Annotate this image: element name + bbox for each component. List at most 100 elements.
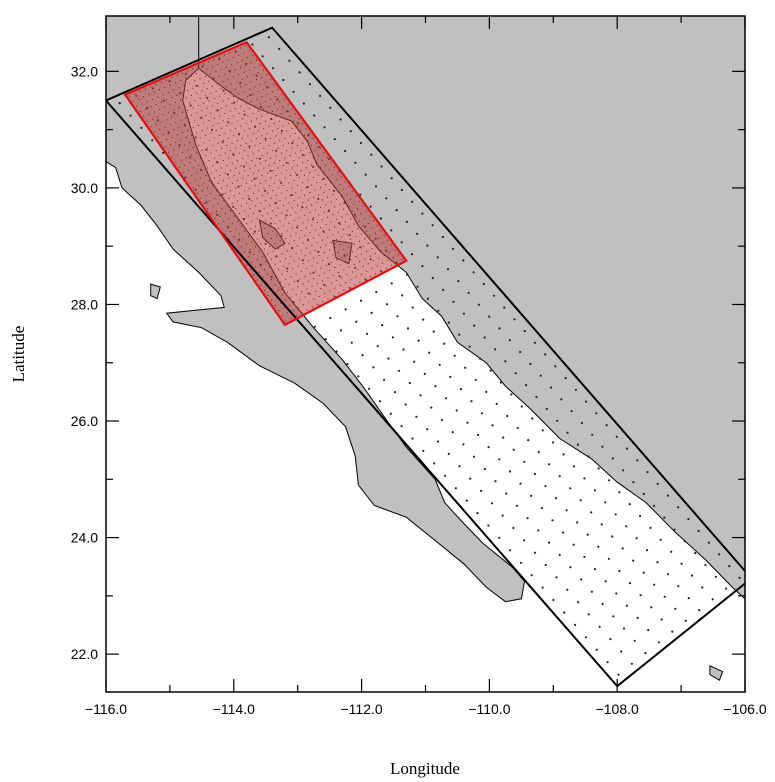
nested-grid-point	[208, 120, 210, 122]
nested-grid-point	[167, 111, 169, 113]
nested-grid-point	[187, 149, 189, 151]
nested-grid-point	[256, 279, 258, 281]
nested-grid-point	[274, 222, 276, 224]
grid-point	[380, 165, 383, 168]
nested-grid-point	[279, 179, 281, 182]
grid-point	[385, 303, 388, 306]
nested-grid-point	[247, 96, 249, 98]
nested-grid-point	[305, 227, 308, 229]
nested-grid-point	[343, 248, 345, 251]
nested-grid-point	[241, 118, 244, 120]
nested-grid-point	[284, 157, 286, 159]
grid-point	[498, 327, 501, 330]
nested-grid-point	[297, 306, 299, 309]
grid-point	[663, 595, 666, 598]
nested-grid-point	[182, 172, 184, 174]
grid-point	[372, 366, 375, 369]
grid-point	[614, 513, 617, 516]
nested-grid-point	[192, 127, 194, 129]
nested-grid-point	[272, 271, 274, 273]
grid-point	[701, 586, 704, 589]
nested-grid-point	[213, 117, 215, 119]
nested-grid-point	[224, 192, 226, 194]
nested-grid-point	[212, 144, 214, 147]
nested-grid-point	[228, 238, 230, 240]
nested-grid-point	[240, 246, 242, 248]
nested-grid-point	[305, 127, 307, 129]
grid-point	[313, 114, 316, 117]
nested-grid-point	[341, 277, 343, 279]
nested-grid-point	[173, 109, 175, 111]
nested-grid-point	[286, 209, 288, 212]
nested-grid-point	[245, 103, 247, 105]
nested-grid-point	[191, 174, 193, 176]
grid-point	[452, 300, 455, 303]
nested-grid-point	[371, 247, 373, 250]
grid-point	[473, 455, 476, 458]
nested-grid-point	[249, 147, 251, 149]
nested-grid-point	[307, 219, 309, 221]
nested-grid-point	[283, 245, 285, 247]
nested-grid-point	[247, 76, 249, 78]
grid-point	[541, 586, 544, 589]
nested-grid-point	[241, 78, 243, 81]
nested-grid-point	[351, 251, 354, 253]
nested-grid-point	[371, 227, 373, 229]
nested-grid-point	[231, 182, 233, 184]
grid-point	[416, 285, 419, 288]
nested-grid-point	[247, 155, 249, 157]
nested-grid-point	[329, 269, 331, 271]
nested-grid-point	[234, 127, 237, 129]
grid-point	[622, 469, 625, 472]
nested-grid-point	[166, 99, 168, 101]
nested-grid-point	[337, 191, 339, 193]
grid-point	[647, 629, 650, 632]
nested-grid-point	[353, 203, 355, 205]
grid-point	[477, 303, 480, 306]
nested-grid-point	[226, 225, 228, 227]
nested-grid-point	[222, 140, 224, 142]
nested-grid-point	[314, 270, 317, 272]
nested-grid-point	[141, 103, 143, 105]
grid-point	[533, 472, 537, 476]
nested-grid-point	[369, 275, 371, 277]
nested-grid-point	[199, 137, 201, 139]
grid-point	[374, 185, 378, 188]
nested-grid-point	[233, 95, 235, 97]
nested-grid-point	[346, 193, 348, 195]
grid-point	[406, 327, 410, 330]
nested-grid-point	[185, 77, 187, 79]
nested-grid-point	[330, 201, 332, 203]
nested-grid-point	[327, 277, 329, 279]
nested-grid-point	[372, 220, 375, 222]
nested-grid-point	[218, 76, 220, 78]
axis-ticks	[105, 16, 746, 692]
nested-grid-point	[325, 264, 327, 266]
nested-grid-point	[348, 186, 350, 188]
grid-point	[370, 153, 373, 156]
nested-grid-point	[309, 212, 311, 214]
nested-grid-point	[351, 191, 353, 193]
grid-point	[555, 576, 558, 579]
nested-grid-point	[274, 284, 276, 286]
nested-grid-point	[385, 267, 387, 269]
nested-grid-point	[286, 291, 288, 293]
nested-grid-point	[270, 137, 272, 139]
nested-grid-point	[153, 111, 155, 113]
nested-grid-point	[261, 215, 263, 217]
nested-grid-point	[293, 260, 295, 262]
nested-grid-point	[286, 250, 288, 252]
nested-grid-point	[259, 123, 261, 125]
nested-grid-point	[359, 261, 361, 263]
grid-point	[339, 118, 342, 121]
nested-grid-point	[341, 176, 343, 178]
nested-grid-point	[302, 222, 304, 224]
grid-point	[545, 407, 548, 410]
nested-grid-point	[286, 271, 288, 273]
nested-grid-point	[215, 210, 218, 212]
nested-grid-point	[189, 182, 191, 184]
nested-grid-point	[357, 248, 359, 250]
nested-grid-point	[224, 54, 226, 56]
nested-grid-point	[240, 125, 242, 127]
y-tick-label: 28.0	[71, 296, 98, 312]
